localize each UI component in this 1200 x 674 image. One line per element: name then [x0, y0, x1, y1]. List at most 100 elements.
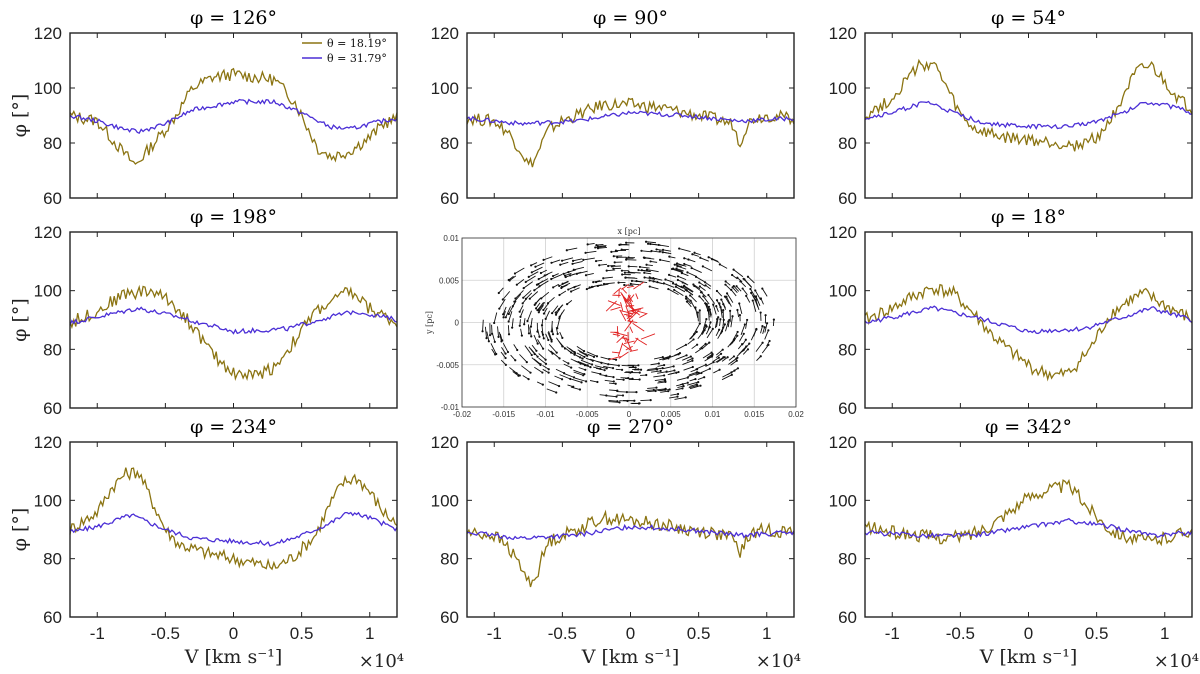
vector-head — [542, 337, 545, 340]
vector-head — [551, 352, 554, 355]
vector-arrow — [600, 356, 610, 360]
vector-arrow — [647, 367, 657, 370]
y-tick-label: 80 — [838, 550, 857, 569]
vector-head — [625, 241, 628, 244]
vector-arrow — [516, 279, 525, 286]
y-axis-label: φ [°] — [9, 298, 31, 342]
vector-arrow — [538, 278, 549, 285]
vector-arrow — [541, 325, 544, 335]
vector-arrow — [675, 387, 683, 391]
vector-arrow — [695, 276, 706, 283]
vector-arrow-core — [629, 326, 634, 333]
vector-head — [637, 368, 640, 371]
vector-head — [565, 249, 568, 252]
vector-arrow — [668, 288, 679, 295]
vector-head — [673, 288, 676, 292]
vector-head — [719, 318, 722, 321]
vector-arrow — [535, 297, 541, 304]
vector-head — [507, 333, 511, 336]
vector-arrow — [507, 325, 510, 335]
vector-arrow — [712, 357, 720, 363]
x-axis-label: x [pc] — [618, 227, 641, 236]
vector-head — [761, 341, 764, 344]
vector-arrow — [745, 295, 751, 303]
vector-arrow — [556, 337, 563, 347]
vector-head — [536, 330, 539, 333]
vector-arrow — [658, 380, 666, 383]
vector-head — [650, 249, 653, 253]
vector-head — [637, 268, 640, 272]
vector-head — [657, 243, 660, 247]
series-line — [466, 110, 795, 127]
vector-arrow — [548, 331, 553, 340]
series-line — [864, 58, 1193, 152]
vector-head — [547, 338, 550, 342]
vector-arrow — [576, 270, 588, 275]
vector-arrow — [585, 357, 593, 362]
vector-head — [692, 338, 695, 341]
vector-head — [550, 330, 553, 333]
vector-head — [724, 280, 727, 283]
vector-arrow — [702, 318, 707, 330]
vector-head — [667, 273, 671, 276]
vector-head — [698, 285, 701, 288]
vector-arrow — [508, 311, 513, 322]
vector-head — [493, 321, 496, 325]
vector-head — [741, 343, 744, 346]
vector-arrow — [551, 305, 559, 314]
vector-head — [759, 355, 762, 358]
vector-head — [742, 332, 745, 335]
vector-head — [589, 366, 592, 369]
vector-arrow — [685, 289, 694, 296]
vector-head — [684, 343, 688, 346]
y-axis-label: φ [°] — [9, 94, 31, 138]
vector-head — [554, 313, 558, 316]
vector-head — [749, 287, 752, 291]
vector-head — [632, 364, 635, 368]
vector-arrow — [608, 400, 618, 402]
vector-head — [732, 355, 736, 358]
axes-box — [69, 231, 398, 409]
vector-arrow — [700, 257, 709, 262]
vector-arrow — [689, 385, 701, 390]
vector-head — [711, 258, 714, 261]
vector-arrow — [608, 363, 619, 367]
vector-head — [742, 348, 745, 351]
vector-arrow — [653, 374, 665, 378]
vector-arrow — [577, 360, 588, 366]
vector-arrow-core — [626, 285, 635, 289]
vector-head — [594, 259, 598, 263]
vector-arrow — [587, 243, 595, 245]
vector-head — [722, 309, 725, 312]
vector-arrow — [663, 282, 675, 288]
vector-arrow — [566, 247, 578, 251]
vector-arrow — [589, 358, 602, 364]
vector-head — [583, 355, 586, 359]
y-tick-label: 120 — [829, 24, 857, 43]
vector-head — [735, 285, 738, 288]
vector-head — [524, 280, 527, 284]
vector-head — [552, 286, 555, 289]
vector-arrow — [615, 378, 624, 381]
vector-head — [643, 276, 646, 279]
vector-arrow — [547, 296, 555, 304]
vector-head — [722, 318, 725, 321]
vector-head — [540, 324, 544, 327]
vector-arrow — [551, 320, 553, 332]
vector-head — [534, 302, 537, 305]
vector-arrow — [589, 380, 598, 383]
vector-arrow — [722, 371, 732, 378]
vector-arrow — [594, 365, 607, 369]
x-tick-label: -0.5 — [151, 624, 180, 643]
vector-head — [557, 308, 561, 311]
vector-arrow — [570, 386, 581, 390]
vector-arrow-core — [616, 335, 625, 344]
vector-arrow — [688, 259, 696, 263]
vector-head — [685, 295, 688, 298]
vector-head — [772, 318, 775, 321]
vector-arrow — [682, 360, 693, 366]
vector-head — [547, 368, 550, 371]
vector-arrow — [519, 305, 524, 312]
y-tick-label: 120 — [829, 433, 857, 452]
vector-arrow-core — [619, 310, 632, 314]
